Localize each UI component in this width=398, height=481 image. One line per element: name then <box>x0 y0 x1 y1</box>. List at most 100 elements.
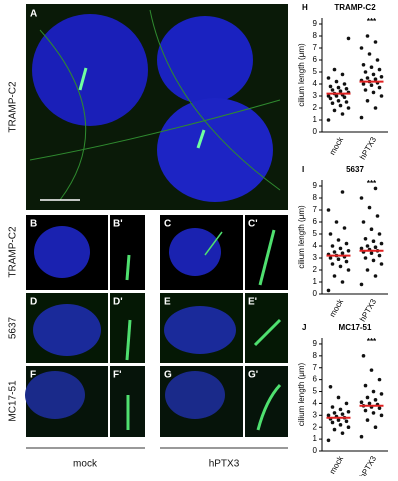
dot <box>336 238 341 242</box>
x-tick-label: mock <box>328 135 346 157</box>
dot <box>371 389 376 394</box>
dot <box>379 413 384 418</box>
dot <box>377 67 382 72</box>
dot <box>326 76 331 80</box>
dot <box>367 205 372 210</box>
dot <box>338 103 343 108</box>
y-tick-label: 2 <box>313 103 318 112</box>
dot <box>332 274 337 278</box>
dot <box>361 220 366 224</box>
dot <box>338 89 343 93</box>
x-tick-label: hPTX3 <box>358 135 378 161</box>
dot <box>359 246 364 251</box>
row-labels: TRAMP-C2 TRAMP-C2 5637 MC17-51 <box>8 81 19 422</box>
dot <box>346 409 351 414</box>
dot <box>379 392 384 396</box>
cilium <box>125 319 132 361</box>
cilium <box>196 129 206 149</box>
dot <box>361 354 366 358</box>
dot <box>359 434 364 439</box>
nucleus <box>25 371 85 419</box>
dot <box>336 257 341 262</box>
dot <box>340 412 345 416</box>
y-tick-label: 5 <box>313 229 318 238</box>
dot <box>359 282 364 287</box>
dot <box>373 398 378 402</box>
dot <box>367 401 372 406</box>
dot <box>359 46 364 50</box>
dot <box>365 34 370 38</box>
dot <box>344 87 349 91</box>
dot <box>377 253 382 258</box>
y-tick-label: 5 <box>313 387 318 396</box>
dot <box>340 251 345 255</box>
dot <box>375 58 380 62</box>
dot <box>340 112 345 116</box>
dot <box>340 431 345 435</box>
dot <box>326 208 331 212</box>
nucleus <box>169 228 221 276</box>
dot <box>346 249 351 253</box>
dot <box>336 85 341 90</box>
x-tick-label: mock <box>328 297 346 319</box>
fibers <box>29 9 281 201</box>
y-tick-label: 4 <box>313 399 318 408</box>
dot <box>373 77 378 81</box>
dot <box>326 118 331 122</box>
dot <box>346 36 351 41</box>
dot <box>377 406 382 410</box>
dot <box>336 395 341 400</box>
dot <box>371 90 376 95</box>
dot <box>371 411 376 415</box>
y-tick-label: 1 <box>313 434 318 443</box>
dot <box>326 413 331 418</box>
dot <box>365 268 370 272</box>
dot <box>371 239 376 243</box>
panel-letter: H <box>302 3 308 12</box>
dot <box>334 220 339 224</box>
y-tick-label: 7 <box>313 205 318 214</box>
dot <box>332 427 337 432</box>
dot <box>330 262 335 266</box>
chart-title: MC17-51 <box>339 323 372 332</box>
dot <box>340 190 345 194</box>
dot <box>342 226 347 230</box>
column-label: hPTX3 <box>209 459 240 470</box>
panel-labels: A B B' C C' D D' E E' F F' G G' <box>30 9 258 381</box>
dot <box>346 106 351 110</box>
dot <box>359 115 364 120</box>
dot <box>326 94 331 98</box>
dot <box>373 40 378 44</box>
dot <box>330 101 335 105</box>
dot <box>379 75 384 79</box>
dot <box>365 76 370 80</box>
y-axis-label: cilium length (μm) <box>297 363 306 427</box>
dot <box>363 383 368 388</box>
dot <box>338 264 343 269</box>
y-tick-label: 8 <box>313 351 318 360</box>
panel-label: C' <box>248 219 258 230</box>
dot <box>344 100 349 104</box>
panel-label: G <box>164 370 172 381</box>
dot <box>344 259 349 264</box>
cilium <box>78 67 88 91</box>
dot <box>336 418 341 422</box>
x-tick-label: hPTX3 <box>358 297 378 323</box>
dot <box>330 244 335 248</box>
y-tick-label: 9 <box>313 339 318 348</box>
dot <box>371 258 376 263</box>
dot <box>373 106 378 110</box>
dot <box>363 408 368 413</box>
dot <box>332 67 337 72</box>
panel-letter: I <box>302 165 304 174</box>
x-tick-label: mock <box>328 454 346 476</box>
dot <box>375 214 380 218</box>
y-tick-label: 0 <box>313 127 318 136</box>
y-tick-label: 7 <box>313 363 318 372</box>
cilium <box>125 254 131 281</box>
row-label: TRAMP-C2 <box>8 81 19 133</box>
annotation: *** <box>367 337 377 346</box>
row-label: TRAMP-C2 <box>8 226 19 278</box>
dot <box>363 88 368 92</box>
